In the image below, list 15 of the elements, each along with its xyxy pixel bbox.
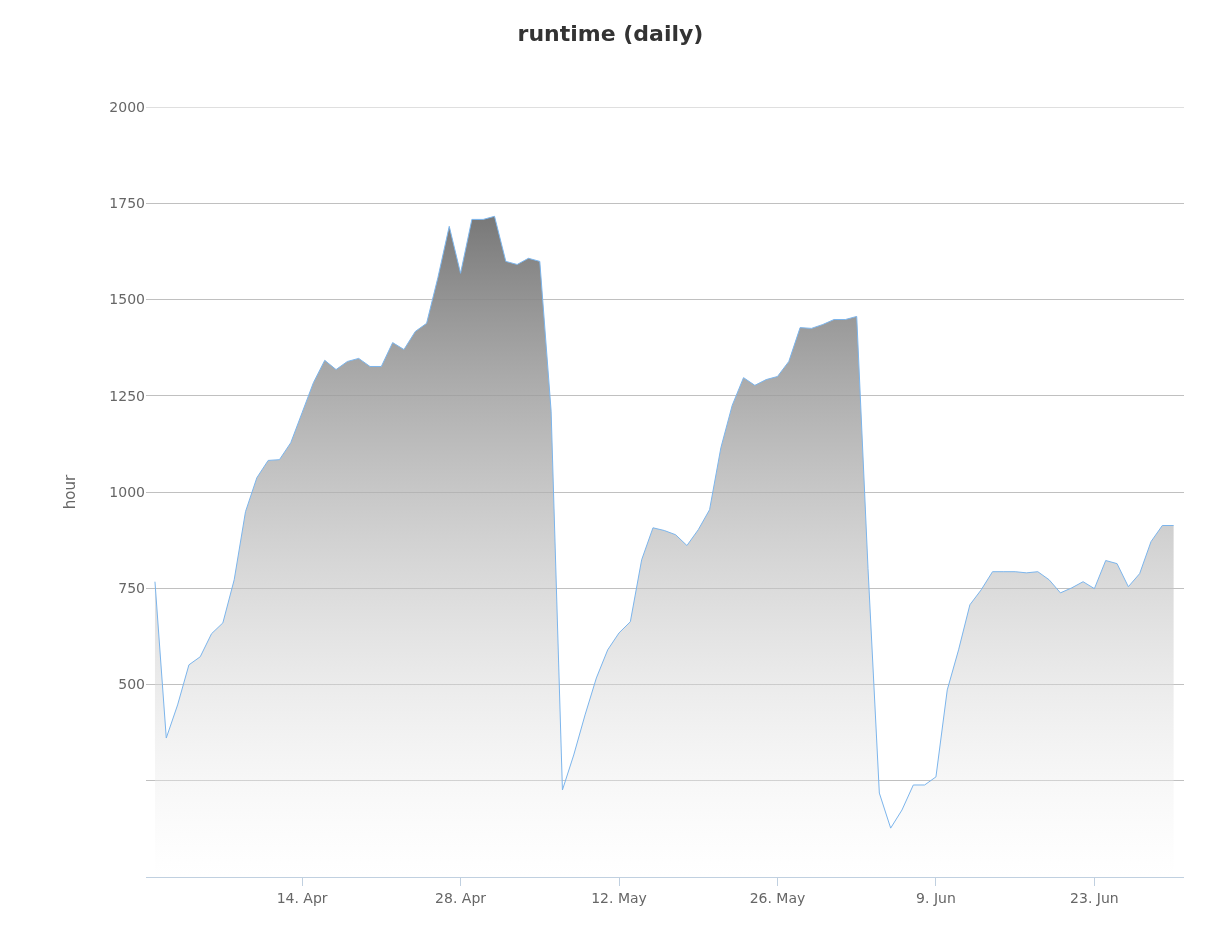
y-tick-label: 1750: [109, 195, 145, 212]
y-tick-label: 2000: [109, 98, 145, 115]
x-tick-label: 28. Apr: [435, 889, 487, 906]
y-axis-title: hour: [60, 473, 79, 510]
y-tick-label: 1000: [109, 483, 145, 500]
chart-title: runtime (daily): [517, 20, 704, 46]
y-tick-label: 1500: [109, 291, 145, 308]
x-tick-label: 23. Jun: [1070, 889, 1119, 906]
y-tick-label: 1250: [109, 387, 145, 404]
x-tick-label: 12. May: [591, 889, 647, 906]
x-tick-label: 26. May: [749, 889, 806, 906]
y-tick-label: 750: [118, 580, 145, 597]
x-tick-label: 9. Jun: [916, 889, 956, 906]
y-tick-label: 500: [118, 676, 145, 693]
x-tick-label: 14. Apr: [276, 889, 328, 906]
